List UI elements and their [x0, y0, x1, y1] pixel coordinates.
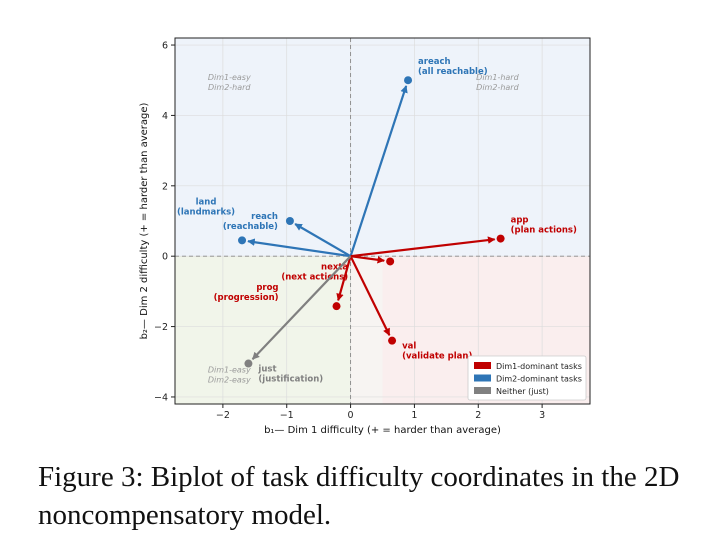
label-app: app: [511, 216, 529, 226]
y-tick-label: −4: [154, 392, 168, 403]
arrow-app: [350, 236, 496, 258]
legend-box: [467, 355, 587, 401]
legend-item: Neither (just): [496, 387, 549, 396]
x-tick-label: 1: [411, 410, 417, 421]
quadrant-label: Dim1-easy: [208, 73, 251, 82]
x-tick-label: 3: [539, 410, 545, 421]
point-just: [244, 359, 253, 368]
label-nexta: nexta: [321, 262, 348, 272]
plot-frame: [174, 37, 591, 405]
x-tick-label: 0: [348, 410, 354, 421]
biplot-figure: Dim1-easy Dim2-hard Dim1-hard Dim2-hard Dim1…: [139, 37, 591, 436]
quadrant-label: Dim1-hard: [476, 73, 519, 82]
label-reach: reach: [251, 212, 278, 222]
label-full-reach: (reachable): [223, 222, 278, 232]
label-full-val: (validate plan): [402, 352, 472, 362]
x-tick-label: −1: [280, 410, 294, 421]
arrow-reach: [294, 223, 352, 258]
quadrant-bottom-left: [175, 256, 351, 404]
legend-swatch: [474, 374, 491, 382]
label-land: land: [196, 197, 217, 207]
legend-swatch: [474, 362, 491, 369]
y-tick-label: 4: [162, 111, 168, 122]
y-axis-label: b₂— Dim 2 difficulty (+ = harder than av…: [139, 102, 150, 339]
label-full-app: (plan actions): [511, 226, 577, 236]
point-reach: [285, 217, 294, 225]
label-full-just: (justification): [258, 375, 323, 385]
arrow-areach: [349, 85, 408, 257]
arrow-nexta: [350, 255, 385, 264]
quadrant-bottom-mid: [350, 256, 383, 404]
figure-caption: Figure 3: Biplot of task difficulty coor…: [38, 461, 680, 531]
label-full-nexta: (next actions): [281, 272, 348, 282]
label-areach: areach: [418, 57, 451, 67]
arrow-prog: [336, 255, 352, 302]
legend-item: Dim1-dominant tasks: [496, 362, 582, 371]
quadrant-label: Dim1-easy: [208, 365, 251, 374]
quadrant-label: Dim2-easy: [208, 375, 251, 384]
point-app: [496, 234, 505, 243]
label-just: just: [257, 365, 276, 375]
legend-item: Dim2-dominant tasks: [496, 375, 582, 384]
point-prog: [332, 302, 341, 311]
x-tick-label: 2: [475, 410, 481, 421]
quadrant-top-right: [350, 38, 590, 257]
quadrant-label: Dim2-hard: [476, 83, 519, 92]
arrow-just: [251, 255, 352, 360]
label-full-areach: (all reachable): [418, 67, 488, 77]
point-nexta: [386, 257, 395, 266]
label-prog: prog: [256, 283, 278, 293]
y-tick-label: 2: [162, 181, 168, 192]
label-val: val: [402, 342, 416, 352]
y-tick-label: 6: [162, 41, 168, 52]
y-tick-label: 0: [162, 252, 168, 263]
legend: Dim1-dominant tasks Dim2-dominant tasks Ne…: [467, 355, 587, 401]
x-tick-label: −2: [216, 410, 230, 421]
arrow-val: [349, 255, 391, 336]
y-tick-label: −2: [154, 322, 168, 333]
legend-swatch: [474, 387, 491, 394]
x-axis-label: b₁— Dim 1 difficulty (+ = harder than av…: [264, 425, 501, 436]
point-areach: [404, 76, 413, 85]
point-land: [238, 236, 247, 245]
label-full-prog: (progression): [214, 293, 279, 303]
label-full-land: (landmarks): [177, 207, 235, 217]
point-val: [388, 336, 397, 345]
quadrant-label: Dim2-hard: [208, 83, 251, 92]
arrow-land: [247, 238, 351, 258]
biplot-chart: Dim1-easyDim2-hardDim1-hardDim2-hardDim1…: [139, 37, 591, 436]
quadrant-top-left: [175, 38, 351, 257]
